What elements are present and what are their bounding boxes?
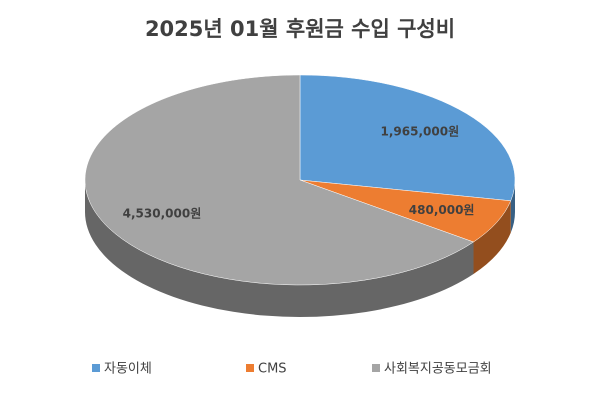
- legend-label: 자동이체: [104, 362, 152, 377]
- legend-swatch: [92, 364, 100, 372]
- pie-slice-side: [473, 200, 511, 275]
- legend-label: CMS: [258, 362, 287, 377]
- legend-swatch: [372, 364, 380, 372]
- data-label: 1,965,000원: [381, 125, 460, 139]
- pie-slice-side: [85, 180, 474, 318]
- chart-title: 2025년 01월 후원금 수입 구성비: [145, 17, 455, 41]
- pie-slice: [84, 74, 475, 286]
- pie-slice-side: [510, 180, 515, 233]
- data-label: 4,530,000원: [123, 207, 202, 221]
- legend-label: 사회복지공동모금회: [384, 362, 492, 377]
- data-label: 480,000원: [409, 203, 475, 217]
- pie-slice: [299, 74, 516, 202]
- legend-swatch: [246, 364, 254, 372]
